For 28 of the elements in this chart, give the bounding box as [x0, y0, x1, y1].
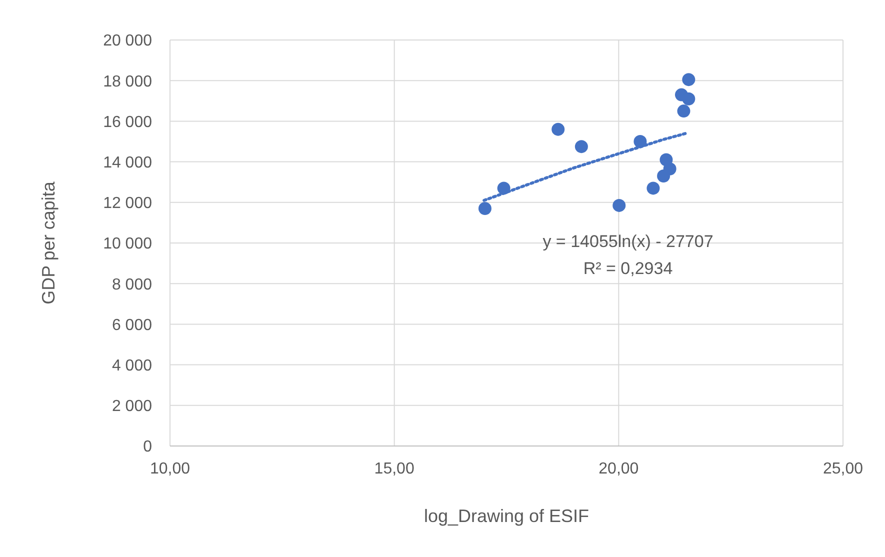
y-tick-label: 8 000	[112, 276, 152, 294]
y-tick-label: 16 000	[103, 114, 152, 131]
point	[478, 202, 492, 215]
annotation: y = 14055ln(x) - 27707	[542, 232, 714, 252]
y-tick-label: 4 000	[112, 357, 152, 374]
point	[552, 122, 565, 136]
y-tick-label: 6 000	[112, 316, 152, 334]
y-tick-label: 20 000	[103, 32, 152, 50]
y-tick-label: 10 000	[103, 236, 152, 253]
annotation: R² = 0,2934	[582, 259, 674, 279]
y-tick-label: 14 000	[103, 154, 152, 172]
y-tick-label: 12 000	[103, 195, 152, 212]
point	[682, 73, 696, 86]
x-tick-label: 20,00	[598, 460, 639, 478]
point	[612, 198, 626, 212]
x-tick-label: 15,00	[374, 460, 414, 478]
y-tick-label: 2 000	[112, 398, 152, 416]
y-tick-label: 18 000	[103, 73, 152, 90]
point	[574, 140, 588, 154]
x-tick-label: 25,00	[822, 460, 864, 478]
x-axis-title: log_Drawing of ESIF	[424, 506, 590, 526]
point	[657, 170, 670, 183]
point	[646, 182, 660, 195]
y-tick-label: 0	[143, 438, 152, 456]
point	[682, 92, 696, 106]
point	[677, 104, 690, 118]
x-tick-label: 10,00	[150, 460, 190, 478]
y-axis-title: GDP per capita	[38, 180, 58, 304]
